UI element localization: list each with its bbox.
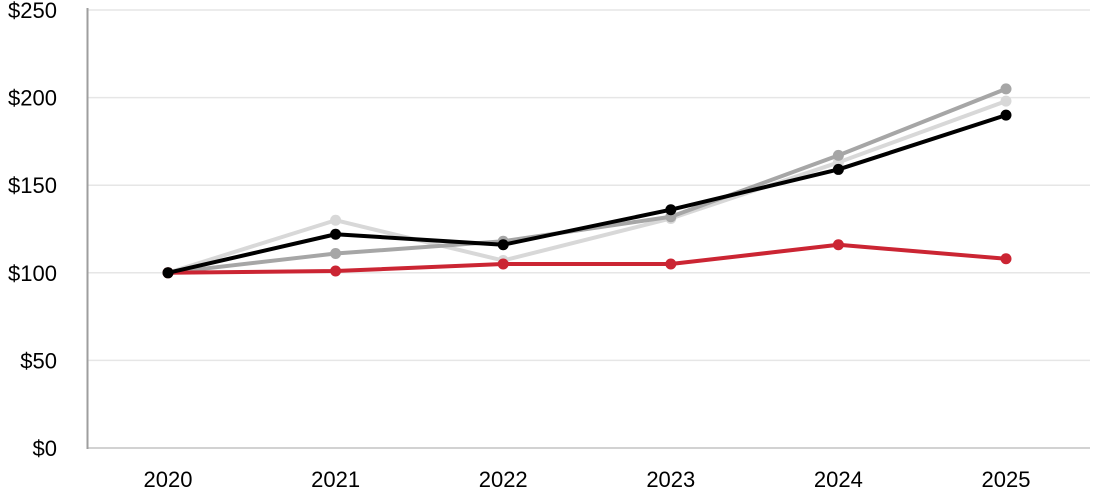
series-black-point-2025 <box>1000 109 1012 121</box>
x-tick-label-2021: 2021 <box>311 467 360 492</box>
y-tick-label: $100 <box>8 261 57 286</box>
x-tick-label-2022: 2022 <box>479 467 528 492</box>
series-black-point-2022 <box>497 239 509 251</box>
x-tick-label-2023: 2023 <box>646 467 695 492</box>
axis-labels-group: $0 $50 $100 $150 $200 $250 2020 2021 2022 2023 202… <box>8 0 1030 492</box>
y-tick-label: $150 <box>8 173 57 198</box>
series-black-point-2020 <box>162 267 174 279</box>
series-group <box>162 83 1012 279</box>
series-black-point-2023 <box>665 204 677 216</box>
series-light-gray-point-2021 <box>330 214 342 226</box>
series-gray-point-2021 <box>330 248 342 260</box>
y-tick-label: $200 <box>8 86 57 111</box>
series-gray-point-2024 <box>832 149 844 161</box>
series-red-point-2023 <box>665 258 677 270</box>
series-light-gray-line <box>166 99 1008 275</box>
series-black-point-2024 <box>832 163 844 175</box>
x-tick-label-2024: 2024 <box>814 467 863 492</box>
series-red-point-2024 <box>832 239 844 251</box>
series-light-gray-point-2025 <box>1000 95 1012 107</box>
y-tick-label: $0 <box>33 436 57 461</box>
series-red-point-2021 <box>330 265 342 277</box>
series-red-line <box>166 242 1008 275</box>
series-black-line <box>166 113 1008 275</box>
series-red-point-2025 <box>1000 253 1012 265</box>
y-tick-label: $50 <box>20 348 57 373</box>
y-tick-label: $250 <box>8 0 57 23</box>
series-gray-point-2025 <box>1000 83 1012 95</box>
x-tick-label-2025: 2025 <box>982 467 1031 492</box>
x-tick-label-2020: 2020 <box>144 467 193 492</box>
series-black-point-2021 <box>330 228 342 240</box>
series-red-point-2022 <box>497 258 509 270</box>
